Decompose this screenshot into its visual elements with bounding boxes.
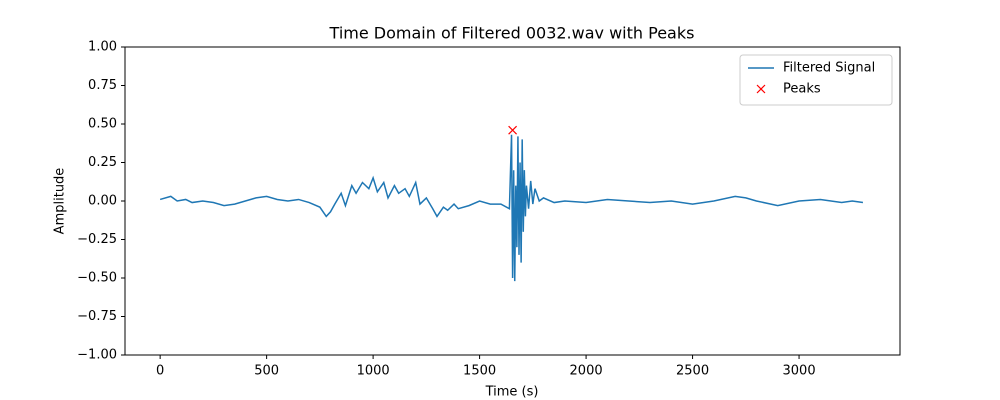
x-tick-label: 1000	[357, 364, 390, 379]
signal-line	[159, 134, 864, 282]
legend-box	[739, 54, 893, 106]
y-axis-label: Amplitude	[53, 168, 68, 235]
legend-label: Peaks	[783, 82, 821, 97]
x-axis-label: Time (s)	[485, 385, 539, 400]
y-tick-label: 0.75	[88, 78, 117, 93]
y-tick-label: 0.00	[88, 194, 117, 209]
x-tick-label: 2000	[570, 364, 603, 379]
x-tick-label: 500	[254, 364, 279, 379]
legend-marker	[756, 84, 766, 94]
y-tick-label: −0.25	[77, 232, 117, 247]
plot-frame	[124, 46, 901, 356]
peak-marker	[508, 125, 518, 135]
chart-title: Time Domain of Filtered 0032.wav with Pe…	[329, 24, 695, 43]
y-tick-label: 0.50	[88, 117, 117, 132]
x-tick-label: 0	[156, 364, 164, 379]
y-tick-label: 1.00	[88, 40, 117, 55]
x-tick-label: 1500	[463, 364, 496, 379]
y-tick-label: −0.50	[77, 271, 117, 286]
x-tick-label: 2500	[676, 364, 709, 379]
y-tick-label: −0.75	[77, 309, 117, 324]
x-tick-label: 3000	[783, 364, 816, 379]
y-tick-label: 0.25	[88, 155, 117, 170]
y-tick-label: −1.00	[77, 348, 117, 363]
legend-label: Filtered Signal	[783, 61, 875, 76]
